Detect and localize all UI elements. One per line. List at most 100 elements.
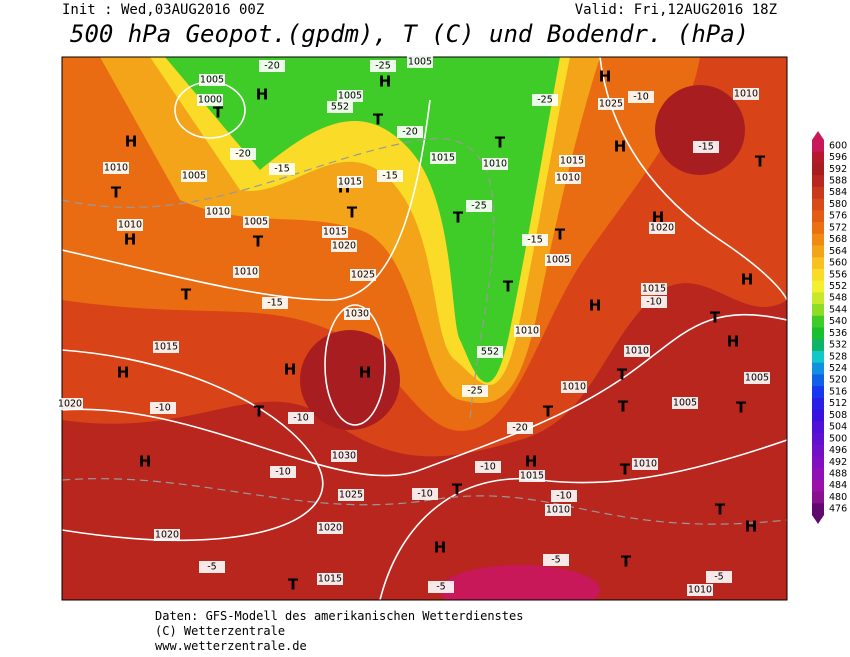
colorbar-label: 512	[829, 398, 847, 409]
contour-label: 1010	[688, 585, 712, 596]
contour-label: 1020	[318, 523, 342, 534]
pressure-center-label: T	[453, 209, 464, 227]
contour-label: 1030	[345, 309, 369, 320]
label-box	[466, 200, 492, 212]
pressure-center-label: H	[117, 364, 130, 382]
label-box	[624, 345, 650, 357]
colorbar-swatch	[812, 479, 824, 493]
label-box	[397, 126, 423, 138]
label-box	[317, 522, 343, 534]
label-box	[519, 470, 545, 482]
label-box	[370, 60, 396, 72]
contour-label: -20	[264, 61, 280, 72]
label-box	[181, 170, 207, 182]
pressure-center-label: T	[755, 153, 766, 171]
label-box	[514, 325, 540, 337]
pressure-center-label: T	[503, 278, 514, 296]
label-box	[559, 155, 585, 167]
pressure-center-label: T	[288, 576, 299, 594]
colorbar-label: 520	[829, 375, 847, 386]
colorbar-label: 500	[829, 433, 847, 444]
colorbar-swatch	[812, 350, 824, 364]
footer-source: Daten: GFS-Modell des amerikanischen Wet…	[155, 609, 523, 623]
colorbar-label: 572	[829, 222, 847, 233]
colorbar-swatch	[812, 421, 824, 434]
contour-label: 1010	[483, 159, 507, 170]
pressure-center-label: T	[181, 286, 192, 304]
colorbar-label: 508	[829, 410, 847, 421]
label-box	[482, 158, 508, 170]
colorbar-swatch	[812, 151, 824, 164]
contour-label: -5	[714, 572, 723, 583]
colorbar-swatch	[812, 163, 824, 176]
contour-label: 1020	[332, 241, 356, 252]
label-box	[243, 216, 269, 228]
colorbar-label: 536	[829, 328, 847, 339]
label-box	[337, 90, 363, 102]
init-time: Init : Wed,03AUG2016 00Z	[62, 2, 264, 18]
contour-label: -5	[207, 562, 216, 573]
colorbar-swatch	[812, 503, 824, 516]
label-box	[543, 554, 569, 566]
contour-label: -15	[382, 171, 398, 182]
colorbar-label: 556	[829, 269, 847, 280]
label-box	[475, 461, 501, 473]
label-box	[233, 266, 259, 278]
colorbar-label: 480	[829, 492, 847, 503]
contour-label: -10	[646, 297, 662, 308]
contour-label: -10	[155, 403, 171, 414]
colorbar-swatch	[812, 245, 824, 258]
colorbar-label: 552	[829, 281, 847, 292]
contour-label: -15	[527, 235, 543, 246]
contour-label: -5	[436, 582, 445, 593]
label-box	[561, 381, 587, 393]
label-box	[150, 402, 176, 414]
colorbar-swatch	[812, 280, 824, 293]
pressure-center-label: T	[543, 403, 554, 421]
pressure-center-label: T	[621, 553, 632, 571]
label-box	[331, 240, 357, 252]
colorbar-swatch	[812, 327, 824, 340]
pressure-center-label: H	[741, 271, 754, 289]
colorbar-swatch	[812, 444, 824, 457]
contour-label: 1010	[118, 220, 142, 231]
colorbar-swatch	[812, 374, 824, 387]
contour-label: -25	[375, 61, 391, 72]
colorbar-label: 504	[829, 422, 847, 433]
label-box	[462, 385, 488, 397]
contour-label: 1015	[154, 342, 178, 353]
pressure-center-label: T	[555, 226, 566, 244]
colorbar-swatch	[812, 362, 824, 375]
contour-label: 1020	[650, 223, 674, 234]
label-box	[428, 581, 454, 593]
colorbar-label: 528	[829, 351, 847, 362]
colorbar-label: 588	[829, 176, 847, 187]
colorbar-swatch	[812, 292, 824, 305]
label-box	[641, 283, 667, 295]
label-box	[733, 88, 759, 100]
pressure-center-label: T	[452, 481, 463, 499]
colorbar-label: 600	[829, 140, 847, 151]
pressure-center-label: H	[125, 133, 138, 151]
pressure-center-label: H	[434, 539, 447, 557]
contour-label: 1005	[745, 373, 769, 384]
colorbar-label: 488	[829, 468, 847, 479]
colorbar-label: 540	[829, 316, 847, 327]
contour-label: 1005	[338, 91, 362, 102]
label-box	[288, 412, 314, 424]
colorbar-label: 532	[829, 340, 847, 351]
label-box	[331, 450, 357, 462]
contour-label: 1025	[351, 270, 375, 281]
contour-label: 1000	[198, 95, 222, 106]
label-box	[338, 489, 364, 501]
contour-label: 1005	[244, 217, 268, 228]
contour-label: 1015	[318, 574, 342, 585]
colorbar-swatch	[812, 186, 824, 200]
label-box	[317, 573, 343, 585]
label-box	[57, 398, 83, 410]
contour-label: 552	[331, 102, 349, 113]
contour-label: -10	[293, 413, 309, 424]
label-box	[270, 466, 296, 478]
contour-label: 1025	[339, 490, 363, 501]
pressure-center-label: H	[379, 73, 392, 91]
